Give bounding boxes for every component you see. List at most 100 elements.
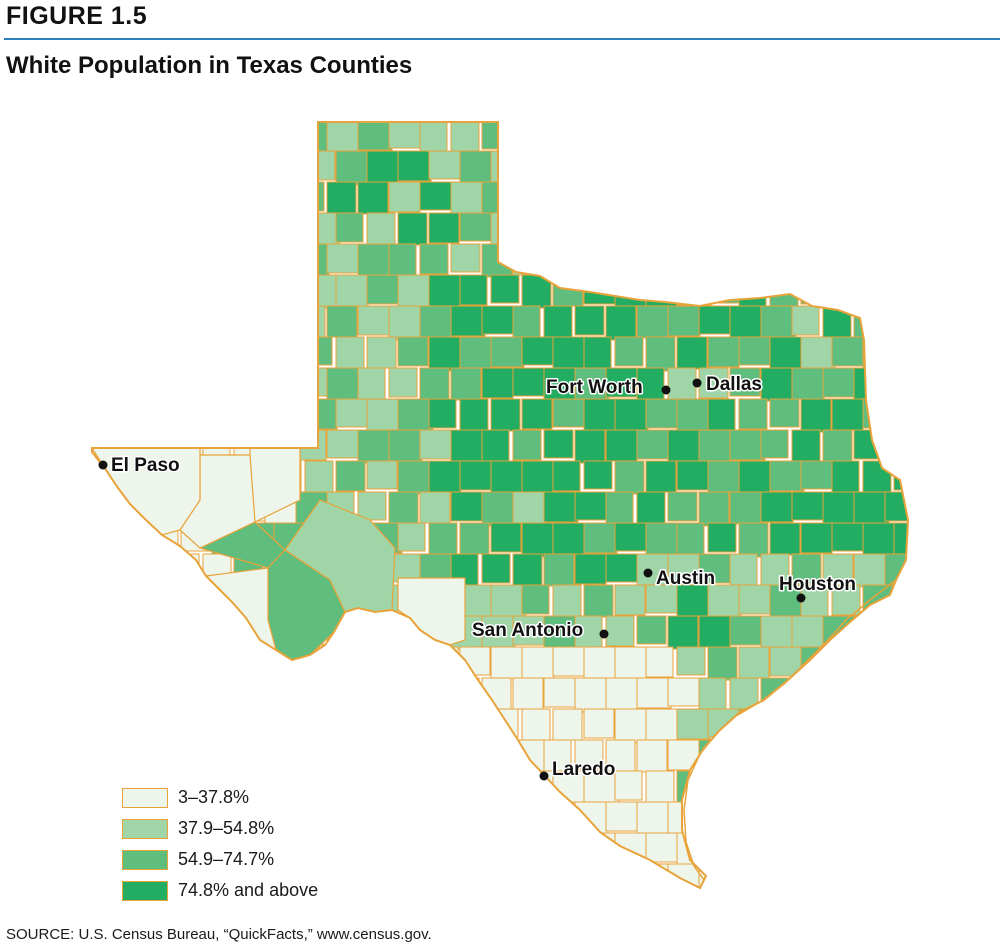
county-cell [388,801,417,832]
county-cell [92,708,121,743]
city-label: Austin [656,568,715,589]
county-cell [335,336,365,371]
county-cell [831,708,862,744]
county-cell [667,122,704,152]
county-cell [574,305,605,336]
county-cell [109,677,146,708]
county-cell [884,181,908,216]
county-cell [884,122,908,152]
county-cell [118,646,148,677]
county-cell [698,181,732,214]
county-cell [233,677,265,707]
county-cell [605,429,638,462]
county-cell [791,243,824,279]
county-cell [242,274,273,306]
county-cell [335,150,368,186]
county-cell [419,801,449,837]
county-cell [853,429,885,460]
county-cell [552,150,583,186]
county-cell [490,646,523,681]
county-cell [92,832,122,864]
county-cell [481,429,510,463]
county-cell [636,122,672,154]
county-cell [884,305,908,337]
county-cell [583,398,617,433]
county-cell [459,460,494,491]
county-cell [428,212,460,244]
county-cell [822,243,856,277]
county-cell [171,243,202,277]
legend-item: 37.9–54.8% [122,813,318,844]
county-cell [357,739,389,770]
county-cell [459,336,493,370]
county-cell [574,181,604,215]
county-cell [636,491,666,524]
county-cell [367,895,396,923]
county-cell [853,615,882,645]
county-cell [667,243,696,273]
legend-item: 54.9–74.7% [122,844,318,875]
county-cell [614,460,645,495]
county-cell [295,677,329,710]
county-cell [326,863,358,888]
county-cell [140,615,173,649]
county-cell [729,122,759,155]
county-cell [149,336,182,369]
county-cell [760,863,797,888]
county-cell [707,522,737,553]
county-cell [512,801,545,831]
county-cell [574,491,611,521]
county-cell [831,460,860,495]
county-cell [459,150,496,185]
county-cell [791,863,820,888]
county-cell [853,491,890,524]
county-cell [118,150,153,186]
county-cell [428,646,459,678]
county-cell [729,367,761,397]
county-cell [636,739,668,773]
county-cell [366,832,401,867]
county-cell [831,212,867,246]
city-dot [599,629,609,639]
county-cell [553,895,588,925]
county-cell [118,708,153,741]
county-cell [645,708,679,742]
county-cell [791,181,828,215]
county-cell [698,122,727,150]
county-cell [459,708,496,740]
county-cell [822,863,852,888]
county-cell [543,122,576,153]
county-cell [574,739,604,770]
county-cell [428,460,462,493]
county-cell [450,863,486,888]
county-cell [273,274,305,304]
county-cell [450,243,481,273]
county-cell [831,770,867,801]
county-cell [490,274,520,304]
county-cell [388,243,417,277]
county-cell [605,122,640,149]
county-cell [481,553,511,584]
county-cell [92,367,107,397]
county-cell [304,150,336,181]
county-cell [149,398,178,433]
county-cell [428,336,461,372]
county-cell [676,336,708,370]
county-cell [92,646,116,679]
county-cell [831,336,868,367]
county-cell [397,212,428,246]
county-cell [92,243,115,276]
county-cell [459,274,488,306]
county-cell [512,367,546,397]
county-cell [729,863,765,888]
city-dot [796,593,806,603]
county-cell [326,801,362,836]
county-cell [326,429,359,459]
county-cell [264,122,297,150]
county-cell [800,336,836,369]
county-cell [295,181,325,212]
county-cell [552,708,583,741]
county-cell [636,243,673,275]
county-cell [543,491,579,523]
